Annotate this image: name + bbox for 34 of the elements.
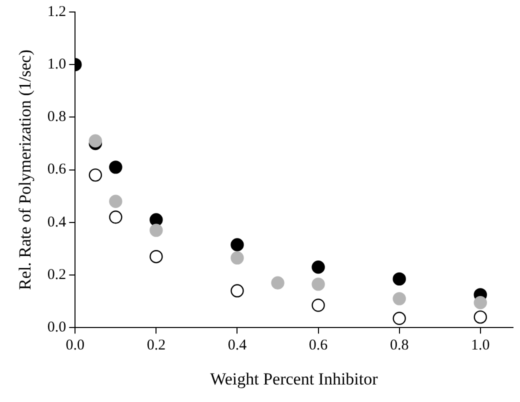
point xyxy=(88,134,102,148)
point xyxy=(109,160,122,174)
point xyxy=(230,238,244,252)
y-tick-label: 0.4 xyxy=(47,214,67,230)
y-tick-label: 1.2 xyxy=(47,4,66,20)
point xyxy=(474,296,487,310)
y-tick-label: 0.6 xyxy=(47,162,67,178)
x-tick-label: 0.2 xyxy=(146,338,166,354)
point xyxy=(312,278,325,291)
x-tick-label: 0.4 xyxy=(228,338,248,354)
point xyxy=(271,276,284,290)
y-tick-label: 0.0 xyxy=(47,320,66,336)
x-tick-label: 1.0 xyxy=(471,338,490,354)
point xyxy=(109,194,122,208)
y-tick-label: 1.0 xyxy=(47,56,66,73)
y-axis-title: Rel. Rate of Polymerization (1/sec) xyxy=(16,50,35,290)
point xyxy=(312,260,325,274)
point xyxy=(474,310,487,324)
x-axis-title: Weight Percent Inhibitor xyxy=(210,369,378,388)
x-tick-label: 0.0 xyxy=(66,338,85,354)
point xyxy=(230,251,244,265)
y-tick-label: 0.2 xyxy=(47,266,66,283)
x-tick-label: 0.8 xyxy=(390,338,409,354)
point xyxy=(88,168,102,182)
point xyxy=(392,292,406,306)
point xyxy=(230,284,244,298)
point xyxy=(109,210,122,224)
point xyxy=(150,224,163,237)
point xyxy=(392,272,406,286)
point xyxy=(392,312,406,325)
y-tick-label: 0.8 xyxy=(47,109,66,126)
point xyxy=(150,250,163,264)
x-tick-label: 0.6 xyxy=(308,338,328,354)
point xyxy=(312,298,325,312)
